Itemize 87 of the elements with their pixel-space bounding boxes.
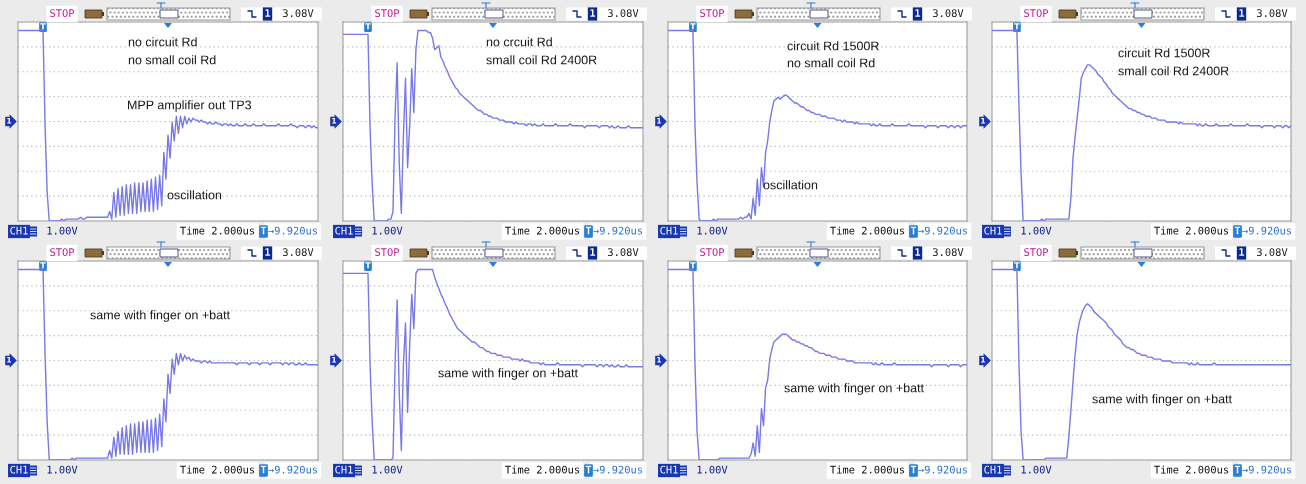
text: 1.00V xyxy=(372,226,403,235)
annotation: same with finger on +batt xyxy=(438,368,578,380)
text: T xyxy=(690,23,696,30)
text: Time 2.000us xyxy=(505,465,580,474)
text: T xyxy=(1014,23,1020,30)
text: 1.00V xyxy=(372,465,403,474)
text: 1.00V xyxy=(1021,226,1052,235)
text: →9.920us xyxy=(268,226,318,235)
text: STOP xyxy=(375,248,400,257)
text: T xyxy=(1234,465,1241,474)
text: CH1 xyxy=(10,226,28,235)
text: STOP xyxy=(375,9,400,18)
text: 3.08V xyxy=(1257,248,1288,257)
text: CH1 xyxy=(984,465,1002,474)
annotation: oscillation xyxy=(763,180,818,190)
text: Time 2.000us xyxy=(1154,226,1229,235)
text: T xyxy=(260,226,267,235)
text: Time 2.000us xyxy=(1154,465,1229,474)
text: T xyxy=(585,226,592,235)
text: STOP xyxy=(1024,9,1049,18)
text: STOP xyxy=(50,9,75,18)
text: STOP xyxy=(1024,248,1049,257)
text: CH1 xyxy=(660,465,678,474)
annotation: no circuit Rd xyxy=(128,37,197,47)
text: STOP xyxy=(700,9,725,18)
text: →9.920us xyxy=(918,465,968,474)
text: T xyxy=(690,262,696,269)
text: 3.08V xyxy=(283,248,314,257)
annotation: oscillation xyxy=(167,190,222,200)
annotation: same with finger on +batt xyxy=(784,383,924,395)
text: →9.920us xyxy=(1242,465,1292,474)
text: 1 xyxy=(1239,9,1245,17)
text: T xyxy=(40,262,46,269)
text: 3.08V xyxy=(608,248,639,257)
text: 3.08V xyxy=(283,9,314,18)
text: 1 xyxy=(915,248,921,256)
text: T xyxy=(910,465,917,474)
text: 1.00V xyxy=(47,226,78,235)
text: 3.08V xyxy=(933,9,964,18)
annotation: no crcuit Rd xyxy=(486,37,552,47)
annotation: circuit Rd 1500R xyxy=(787,41,879,51)
text: T xyxy=(260,465,267,474)
text: 1 xyxy=(265,9,271,17)
text: STOP xyxy=(700,248,725,257)
annotation: no small coil Rd xyxy=(128,55,216,65)
text: T xyxy=(910,226,917,235)
text: T xyxy=(365,23,371,30)
text: CH1 xyxy=(10,465,28,474)
text: T xyxy=(1234,226,1241,235)
text: Time 2.000us xyxy=(180,465,255,474)
annotation: MPP amplifier out TP3 xyxy=(128,100,252,112)
annotation: small coil Rd 2400R xyxy=(1118,66,1229,76)
text: T xyxy=(40,23,46,30)
annotation: same with finger on +batt xyxy=(1092,394,1232,406)
text: T xyxy=(585,465,592,474)
text: 1.00V xyxy=(47,465,78,474)
text: T xyxy=(1014,262,1020,269)
text: CH1 xyxy=(335,465,353,474)
text: 1 xyxy=(590,9,596,17)
text: 3.08V xyxy=(608,9,639,18)
text: Time 2.000us xyxy=(830,465,905,474)
text: STOP xyxy=(50,248,75,257)
text: →9.920us xyxy=(1242,226,1292,235)
text: 1 xyxy=(590,248,596,256)
annotation: same with finger on +batt xyxy=(90,310,230,322)
text: →9.920us xyxy=(268,465,318,474)
text: 3.08V xyxy=(933,248,964,257)
text: 1.00V xyxy=(697,465,728,474)
text: Time 2.000us xyxy=(505,226,580,235)
text: CH1 xyxy=(984,226,1002,235)
text: CH1 xyxy=(335,226,353,235)
text: 1 xyxy=(915,9,921,17)
text: →9.920us xyxy=(593,226,643,235)
text: →9.920us xyxy=(593,465,643,474)
text: →9.920us xyxy=(918,226,968,235)
annotation: small coil Rd 2400R xyxy=(486,55,597,65)
text: 1 xyxy=(265,248,271,256)
text: 3.08V xyxy=(1257,9,1288,18)
text: T xyxy=(365,262,371,269)
annotation: circuit Rd 1500R xyxy=(1118,48,1210,58)
annotation: no small coil Rd xyxy=(787,58,875,68)
text: CH1 xyxy=(660,226,678,235)
text: Time 2.000us xyxy=(180,226,255,235)
text: Time 2.000us xyxy=(830,226,905,235)
text: 1.00V xyxy=(1021,465,1052,474)
text: 1 xyxy=(1239,248,1245,256)
text: 1.00V xyxy=(697,226,728,235)
